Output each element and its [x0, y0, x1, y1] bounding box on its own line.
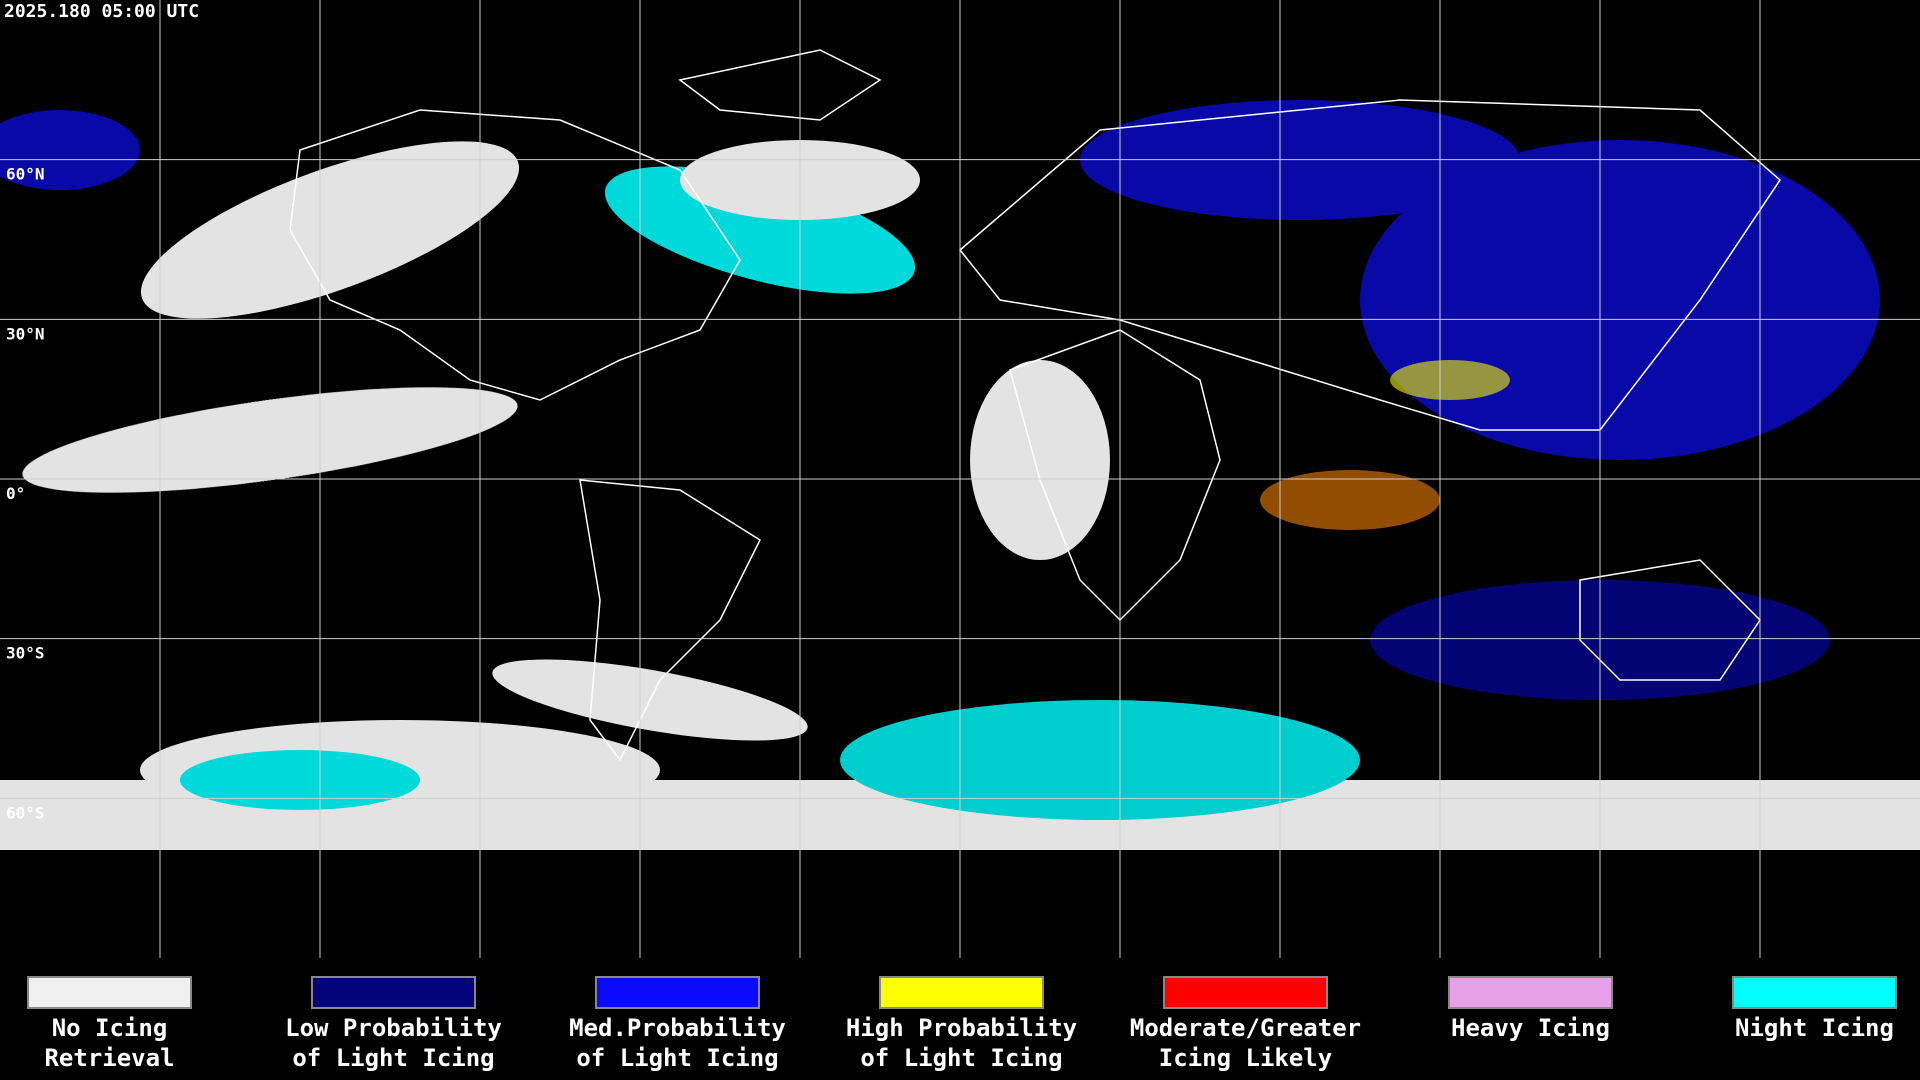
legend-swatch [1163, 976, 1328, 1009]
cloud [840, 700, 1360, 820]
cloud [180, 750, 420, 810]
legend-label: of Light Icing [860, 1044, 1062, 1072]
legend-swatch [311, 976, 476, 1009]
coastline [1009, 329, 1221, 622]
legend-swatch [27, 976, 192, 1009]
latitude-label: 60°N [6, 165, 45, 184]
coastline [678, 49, 882, 121]
legend-label: Low Probability [285, 1014, 502, 1042]
legend-swatch [1732, 976, 1897, 1009]
legend-label: of Light Icing [576, 1044, 778, 1072]
legend-label: Moderate/Greater [1130, 1014, 1361, 1042]
cloud [22, 387, 518, 493]
cloud [970, 360, 1110, 560]
cloud [140, 141, 520, 319]
legend-swatch [1448, 976, 1613, 1009]
cloud [1260, 470, 1440, 530]
legend-label: of Light Icing [292, 1044, 494, 1072]
coastline [579, 479, 761, 762]
latitude-label: 30°S [6, 644, 45, 663]
cloud [1390, 360, 1510, 400]
latitude-label: 60°S [6, 803, 45, 822]
cloud [604, 166, 916, 294]
cloud [0, 110, 140, 190]
legend-label: Heavy Icing [1451, 1014, 1610, 1042]
legend-label: Night Icing [1735, 1014, 1894, 1042]
coastline [1579, 559, 1761, 681]
coastline [289, 109, 741, 401]
latitude-label: 0° [6, 484, 25, 503]
legend-label: High Probability [846, 1014, 1077, 1042]
latitude-label: 30°N [6, 324, 45, 343]
legend-label: Retrieval [44, 1044, 174, 1072]
legend-swatch [879, 976, 1044, 1009]
legend-label: Icing Likely [1159, 1044, 1332, 1072]
legend-label: Med.Probability [569, 1014, 786, 1042]
legend-swatch [595, 976, 760, 1009]
legend-label: No Icing [52, 1014, 168, 1042]
timestamp: 2025.180 05:00 UTC [4, 1, 199, 22]
